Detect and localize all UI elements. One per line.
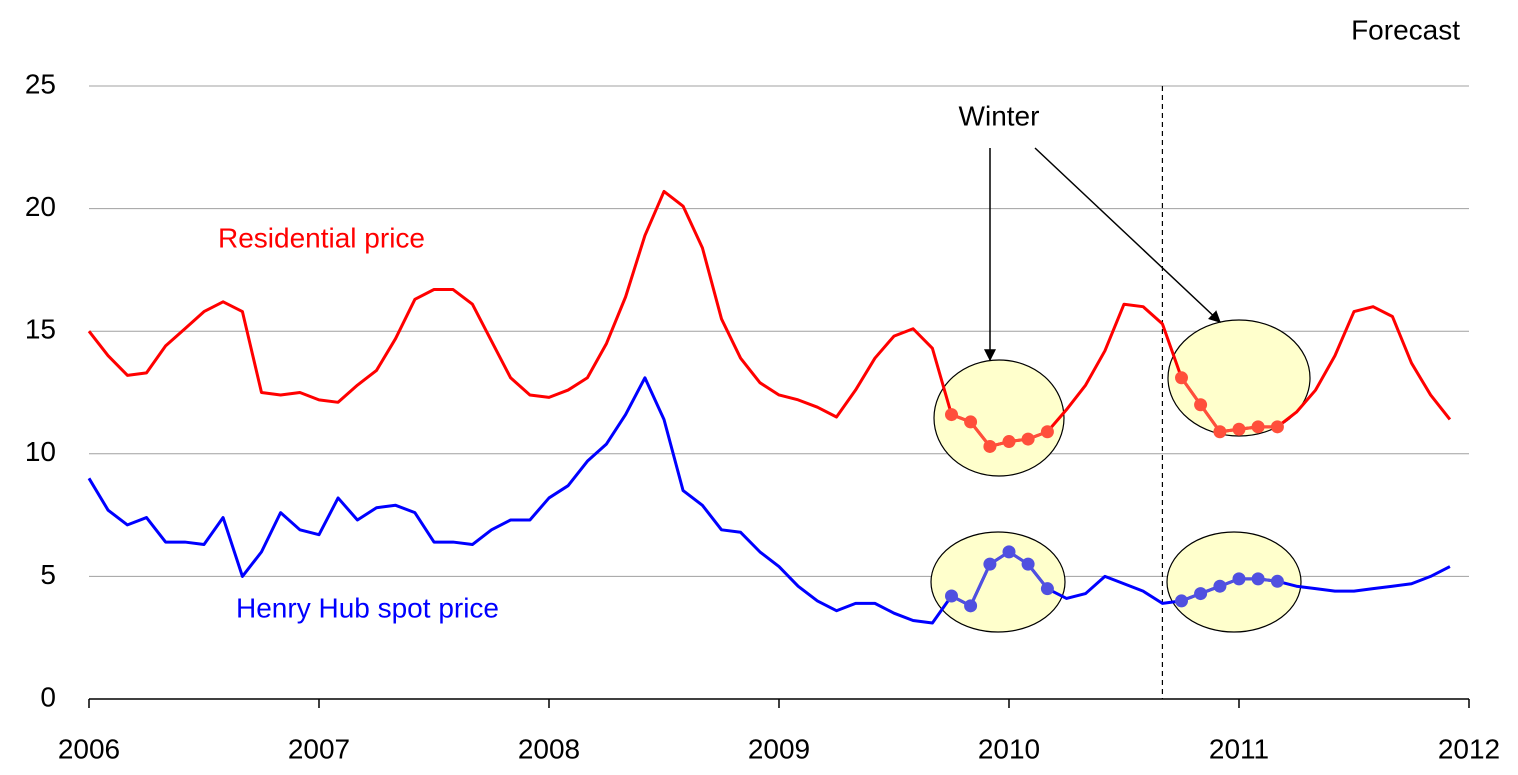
y-tick-label: 5 — [40, 559, 56, 590]
point-marker — [1040, 582, 1054, 596]
point-marker — [1270, 420, 1284, 434]
point-marker — [964, 599, 978, 613]
x-tick-label: 2009 — [748, 733, 810, 764]
annotations: Winter Forecast Residential price Henry … — [218, 14, 1460, 633]
point-marker — [1194, 587, 1208, 601]
point-marker — [1002, 435, 1016, 449]
forecast-label: Forecast — [1351, 14, 1460, 45]
x-tick-label: 2012 — [1438, 733, 1500, 764]
y-tick-label: 20 — [25, 191, 56, 222]
y-tick-label: 0 — [40, 681, 56, 712]
series-label: Henry Hub spot price — [236, 592, 499, 623]
point-marker — [1232, 572, 1246, 586]
x-tick-label: 2008 — [518, 733, 580, 764]
y-tick-label: 25 — [25, 68, 56, 99]
highlight-ellipse — [933, 359, 1065, 477]
x-tick-label: 2011 — [1209, 733, 1269, 764]
point-marker — [1002, 545, 1016, 559]
point-marker — [1213, 425, 1227, 439]
point-marker — [1175, 594, 1188, 608]
y-tick-label: 15 — [25, 314, 56, 345]
point-marker — [1194, 398, 1208, 412]
point-marker — [945, 589, 958, 603]
point-marker — [983, 439, 997, 453]
point-marker — [1213, 579, 1227, 593]
point-marker — [1251, 420, 1265, 434]
point-marker — [1251, 572, 1265, 586]
y-tick-label: 10 — [25, 436, 56, 467]
point-marker — [1232, 422, 1246, 436]
point-marker — [964, 415, 978, 429]
x-tick-label: 2006 — [58, 733, 120, 764]
point-marker — [1175, 371, 1188, 385]
winter-label: Winter — [959, 100, 1040, 131]
point-marker — [983, 557, 997, 571]
arrow — [1034, 147, 1221, 323]
point-marker — [945, 408, 958, 422]
point-marker — [1021, 557, 1035, 571]
series-label: Residential price — [218, 222, 425, 253]
highlight-ellipse — [930, 531, 1066, 633]
point-marker — [1040, 425, 1054, 439]
x-tick-label: 2010 — [978, 733, 1040, 764]
point-marker — [1270, 574, 1284, 588]
point-marker — [1021, 432, 1035, 446]
x-tick-label: 2007 — [288, 733, 350, 764]
